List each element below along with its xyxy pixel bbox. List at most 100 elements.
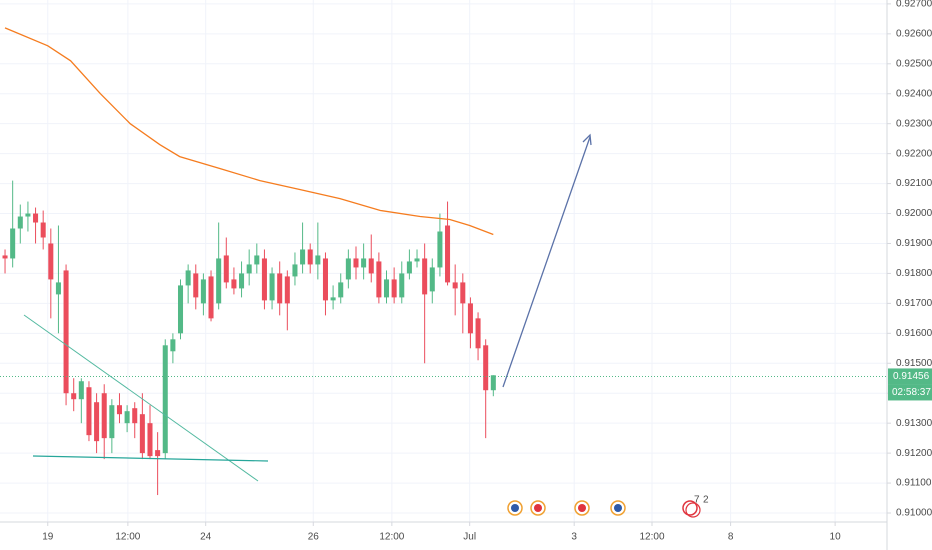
event-flag [578, 504, 586, 512]
x-tick-label: 24 [200, 532, 212, 543]
candle-body [277, 273, 283, 304]
candle-body [246, 264, 252, 274]
y-tick-label: 0.92500 [896, 58, 932, 69]
y-tick-label: 0.91900 [896, 238, 932, 249]
candle-body [216, 258, 222, 304]
y-tick-label: 0.91700 [896, 298, 932, 309]
candle-body [254, 255, 260, 265]
candle-body [109, 405, 115, 439]
candle-body [322, 258, 328, 301]
candle-body [452, 282, 458, 289]
candle-body [445, 225, 451, 283]
candle-body [132, 408, 138, 424]
candle-body [200, 279, 206, 304]
event-count: 7 [694, 495, 700, 506]
candle-body [193, 273, 199, 298]
candle-body [345, 258, 351, 280]
x-tick-label: 12:00 [115, 532, 140, 543]
y-tick-label: 0.91500 [896, 358, 932, 369]
candle-body [155, 450, 161, 457]
candle-body [361, 258, 367, 268]
candle-body [399, 273, 405, 298]
x-tick-label: 26 [308, 532, 320, 543]
event-icons: 7 2 [507, 495, 709, 518]
y-tick-label: 0.92600 [896, 28, 932, 39]
x-tick-label: 8 [728, 532, 734, 543]
candle-body [33, 213, 39, 223]
last-price-box [888, 368, 932, 385]
y-tick-label: 0.92100 [896, 178, 932, 189]
trend-line [23, 314, 259, 482]
candle-body [86, 387, 92, 436]
axes: 0.92700 0.92600 0.92500 0.92400 0.92300 0.922… [42, 0, 932, 543]
countdown-box [888, 384, 932, 401]
candle-body [406, 261, 412, 274]
candle-body [55, 282, 61, 295]
candle-body [17, 216, 23, 229]
candle-body [330, 297, 336, 301]
candle-body [353, 258, 359, 268]
arrow-head [582, 133, 592, 146]
candle-body [124, 411, 130, 424]
event-flag [534, 504, 542, 512]
candle-body [315, 255, 321, 265]
candle-body [10, 228, 16, 259]
candle-body [261, 258, 267, 301]
candle-body [483, 345, 489, 391]
candle-body [223, 255, 229, 283]
arrow [502, 136, 591, 388]
candle-body [40, 222, 46, 238]
candle-body [429, 267, 435, 292]
y-tick-label: 0.91300 [896, 418, 932, 429]
candle-body [170, 339, 176, 352]
candle-body [116, 405, 122, 415]
candle-body [94, 402, 100, 442]
y-tick-label: 0.91600 [896, 328, 932, 339]
candle-body [185, 270, 191, 286]
candle-body [162, 345, 168, 454]
candle-body [475, 318, 481, 349]
x-tick-label: 10 [830, 532, 842, 543]
candle-body [376, 261, 382, 298]
candle-body [391, 279, 397, 298]
moving-average [4, 27, 494, 236]
candle-body [71, 393, 77, 400]
candle-body [383, 279, 390, 298]
candle-body [208, 276, 214, 319]
candle-body [177, 285, 184, 334]
candle-body [490, 375, 496, 391]
candle-body [437, 231, 443, 268]
last-price-label: 0.91456 [893, 371, 930, 382]
event-icon [685, 502, 701, 518]
event-flag [614, 504, 622, 512]
event-flag [511, 504, 519, 512]
candle-body [2, 255, 8, 259]
x-tick-label: 19 [42, 532, 54, 543]
y-tick-label: 0.92400 [896, 88, 932, 99]
candle-body [292, 264, 298, 277]
grid [0, 0, 887, 522]
candle-body [239, 273, 245, 289]
y-tick-label: 0.91800 [896, 268, 932, 279]
y-tick-label: 0.92700 [896, 0, 932, 10]
y-tick-label: 0.91100 [896, 478, 932, 489]
candle-body [78, 381, 84, 400]
candle-body [460, 282, 466, 304]
y-tick-label: 0.91200 [896, 448, 932, 459]
candle-body [414, 258, 420, 262]
candle-body [147, 423, 153, 457]
candle-body [300, 249, 306, 265]
y-tick-label: 0.92200 [896, 148, 932, 159]
candle-body [284, 276, 290, 304]
marks [0, 27, 887, 496]
x-tick-label: 12:00 [639, 532, 664, 543]
candle-body [307, 249, 313, 265]
y-tick-label: 0.92000 [896, 208, 932, 219]
y-tick-label: 0.92300 [896, 118, 932, 129]
candle-body [338, 282, 344, 298]
x-tick-label: Jul [463, 532, 476, 543]
countdown-label: 02:58:37 [892, 387, 931, 398]
event-count: 2 [703, 495, 709, 506]
